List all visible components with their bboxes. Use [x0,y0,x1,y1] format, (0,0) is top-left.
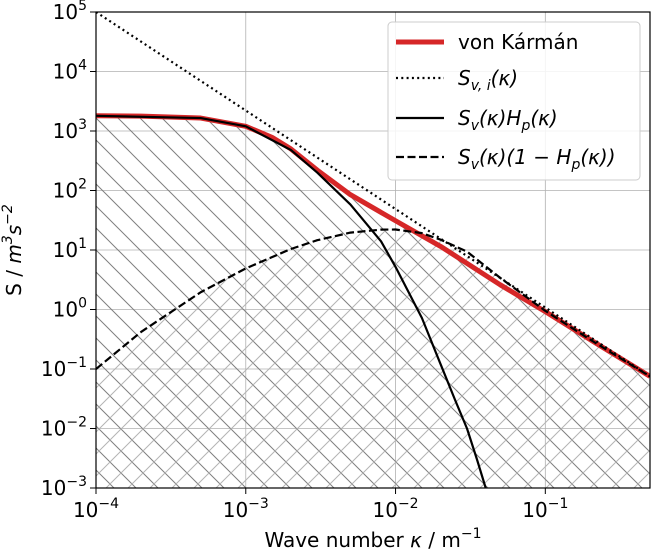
legend-svrest-sub2: p [570,157,580,173]
x-tick-label-1: 10−3 [223,496,269,522]
legend-svrest-mid: (κ)(1 − H [479,145,571,169]
legend-svrest-tail: (κ)) [580,145,615,169]
series-line-2 [96,114,487,488]
y-axis-label-text: S / [2,264,26,296]
y-tick-label-7: 104 [53,58,87,84]
y-tick-label-6: 103 [53,117,87,143]
legend-svi-tail: (κ) [491,66,518,90]
x-tick-label-0: 10−4 [73,496,119,522]
legend-svi-s: S [458,66,471,90]
y-tick-label-8: 105 [53,0,87,24]
y-tick-label-1: 10−2 [41,415,87,441]
y-tick-label-4: 101 [53,236,87,262]
legend-svhp-sub2: p [520,118,530,134]
x-tick-label-3: 10−1 [522,496,568,522]
legend-svi-sub: v, i [471,78,491,94]
legend-svrest-sub: v [471,157,480,173]
y-axis-label-s-exp: −2 [0,204,16,225]
x-axis-label-exp: −1 [461,526,482,542]
series-line-1 [96,12,650,378]
legend-box [387,21,641,181]
legend: von Kármán Sv, i(κ) Sv(κ)Hp(κ) Sv(κ)(1 −… [387,21,641,181]
legend-svhp-mid: (κ)H [479,106,521,130]
y-axis-label-m: m [2,244,26,263]
y-axis-label-m-exp: 3 [0,235,16,244]
legend-label-svhp: Sv(κ)Hp(κ) [458,106,558,134]
series-lines [96,12,650,488]
legend-svhp-s: S [458,106,471,130]
x-axis-label-kappa: κ [410,528,422,550]
legend-svrest-s: S [458,145,471,169]
axis-ticks: 10−4 10−3 10−2 10−110−310−210−1100101102103… [41,0,568,522]
y-axis-label: S / m3s−2 [0,204,26,296]
y-tick-label-5: 102 [53,177,87,203]
x-axis-label-text: Wave number [264,528,410,550]
x-axis-label-unit: / m [422,528,461,550]
y-tick-label-0: 10−3 [41,474,87,500]
legend-svhp-sub: v [471,118,480,134]
x-tick-label-2: 10−2 [372,496,418,522]
series-line-3 [96,228,650,378]
legend-label-svrest: Sv(κ)(1 − Hp(κ)) [458,145,616,173]
y-tick-label-2: 10−1 [41,355,87,381]
legend-label-von-karman: von Kármán [458,30,578,54]
legend-label-svi: Sv, i(κ) [458,66,518,94]
y-axis-label-s: s [2,225,26,235]
legend-svhp-tail: (κ) [530,106,557,130]
x-axis-label: Wave number κ / m−1 [264,526,481,550]
y-tick-label-3: 100 [53,296,87,322]
